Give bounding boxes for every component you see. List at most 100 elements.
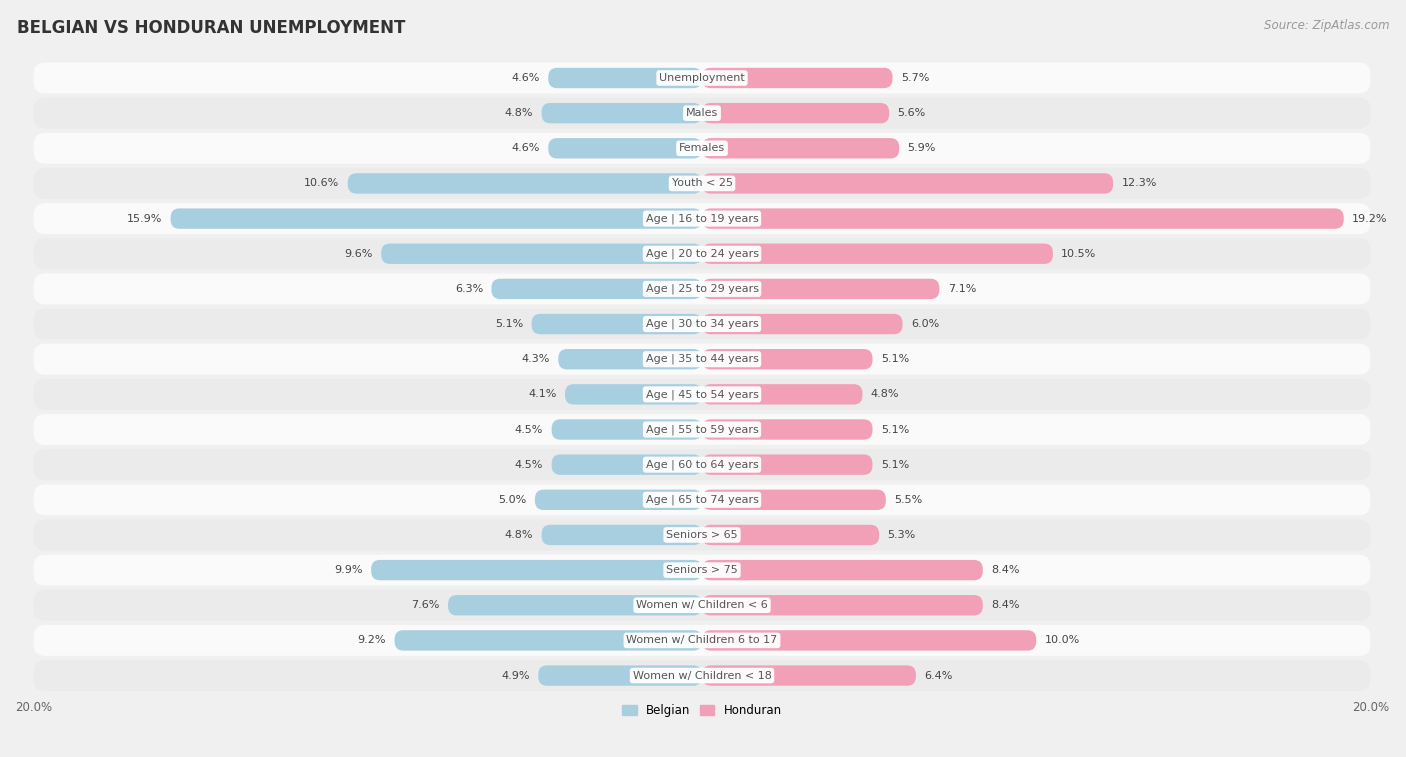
Text: 5.1%: 5.1% xyxy=(495,319,523,329)
FancyBboxPatch shape xyxy=(347,173,702,194)
Text: 5.9%: 5.9% xyxy=(908,143,936,154)
FancyBboxPatch shape xyxy=(702,138,900,158)
Text: 4.9%: 4.9% xyxy=(502,671,530,681)
FancyBboxPatch shape xyxy=(449,595,702,615)
Text: 4.3%: 4.3% xyxy=(522,354,550,364)
Text: Age | 20 to 24 years: Age | 20 to 24 years xyxy=(645,248,758,259)
FancyBboxPatch shape xyxy=(702,279,939,299)
FancyBboxPatch shape xyxy=(541,103,702,123)
FancyBboxPatch shape xyxy=(34,98,1371,129)
Text: Age | 30 to 34 years: Age | 30 to 34 years xyxy=(645,319,758,329)
Text: 10.0%: 10.0% xyxy=(1045,635,1080,646)
Text: 5.1%: 5.1% xyxy=(880,354,910,364)
Text: 9.2%: 9.2% xyxy=(357,635,387,646)
Text: 8.4%: 8.4% xyxy=(991,565,1019,575)
Legend: Belgian, Honduran: Belgian, Honduran xyxy=(617,699,786,722)
FancyBboxPatch shape xyxy=(492,279,702,299)
FancyBboxPatch shape xyxy=(34,590,1371,621)
Text: Age | 25 to 29 years: Age | 25 to 29 years xyxy=(645,284,758,294)
FancyBboxPatch shape xyxy=(381,244,702,264)
FancyBboxPatch shape xyxy=(34,555,1371,586)
Text: Women w/ Children < 18: Women w/ Children < 18 xyxy=(633,671,772,681)
FancyBboxPatch shape xyxy=(34,449,1371,480)
FancyBboxPatch shape xyxy=(702,525,879,545)
Text: Youth < 25: Youth < 25 xyxy=(672,179,733,188)
Text: 5.0%: 5.0% xyxy=(498,495,527,505)
FancyBboxPatch shape xyxy=(371,560,702,581)
Text: Age | 65 to 74 years: Age | 65 to 74 years xyxy=(645,494,758,505)
FancyBboxPatch shape xyxy=(34,273,1371,304)
Text: 5.6%: 5.6% xyxy=(897,108,925,118)
FancyBboxPatch shape xyxy=(34,344,1371,375)
Text: Females: Females xyxy=(679,143,725,154)
FancyBboxPatch shape xyxy=(34,484,1371,516)
FancyBboxPatch shape xyxy=(541,525,702,545)
Text: 15.9%: 15.9% xyxy=(127,213,162,223)
FancyBboxPatch shape xyxy=(534,490,702,510)
FancyBboxPatch shape xyxy=(34,238,1371,269)
FancyBboxPatch shape xyxy=(702,384,862,404)
Text: 5.7%: 5.7% xyxy=(901,73,929,83)
Text: 9.6%: 9.6% xyxy=(344,249,373,259)
Text: Age | 45 to 54 years: Age | 45 to 54 years xyxy=(645,389,758,400)
FancyBboxPatch shape xyxy=(34,660,1371,691)
FancyBboxPatch shape xyxy=(702,314,903,335)
FancyBboxPatch shape xyxy=(531,314,702,335)
Text: 4.8%: 4.8% xyxy=(870,389,900,400)
FancyBboxPatch shape xyxy=(548,138,702,158)
Text: Age | 55 to 59 years: Age | 55 to 59 years xyxy=(645,424,758,435)
FancyBboxPatch shape xyxy=(702,103,889,123)
FancyBboxPatch shape xyxy=(551,454,702,475)
Text: Seniors > 65: Seniors > 65 xyxy=(666,530,738,540)
FancyBboxPatch shape xyxy=(34,63,1371,93)
FancyBboxPatch shape xyxy=(34,625,1371,656)
Text: BELGIAN VS HONDURAN UNEMPLOYMENT: BELGIAN VS HONDURAN UNEMPLOYMENT xyxy=(17,19,405,37)
FancyBboxPatch shape xyxy=(702,454,873,475)
Text: Women w/ Children < 6: Women w/ Children < 6 xyxy=(636,600,768,610)
Text: 9.9%: 9.9% xyxy=(335,565,363,575)
FancyBboxPatch shape xyxy=(565,384,702,404)
Text: 6.3%: 6.3% xyxy=(456,284,484,294)
Text: 5.1%: 5.1% xyxy=(880,459,910,469)
FancyBboxPatch shape xyxy=(702,419,873,440)
Text: 19.2%: 19.2% xyxy=(1353,213,1388,223)
FancyBboxPatch shape xyxy=(34,168,1371,199)
FancyBboxPatch shape xyxy=(34,519,1371,550)
FancyBboxPatch shape xyxy=(395,631,702,650)
Text: 4.6%: 4.6% xyxy=(512,143,540,154)
Text: 4.8%: 4.8% xyxy=(505,108,533,118)
FancyBboxPatch shape xyxy=(551,419,702,440)
FancyBboxPatch shape xyxy=(548,68,702,88)
Text: Source: ZipAtlas.com: Source: ZipAtlas.com xyxy=(1264,19,1389,32)
FancyBboxPatch shape xyxy=(702,349,873,369)
FancyBboxPatch shape xyxy=(702,665,915,686)
Text: 4.5%: 4.5% xyxy=(515,425,543,435)
Text: Males: Males xyxy=(686,108,718,118)
Text: Unemployment: Unemployment xyxy=(659,73,745,83)
Text: 8.4%: 8.4% xyxy=(991,600,1019,610)
FancyBboxPatch shape xyxy=(702,244,1053,264)
Text: 7.1%: 7.1% xyxy=(948,284,976,294)
FancyBboxPatch shape xyxy=(702,631,1036,650)
Text: Age | 16 to 19 years: Age | 16 to 19 years xyxy=(645,213,758,224)
Text: 7.6%: 7.6% xyxy=(412,600,440,610)
Text: 4.8%: 4.8% xyxy=(505,530,533,540)
Text: 5.3%: 5.3% xyxy=(887,530,915,540)
Text: 5.1%: 5.1% xyxy=(880,425,910,435)
Text: 10.5%: 10.5% xyxy=(1062,249,1097,259)
FancyBboxPatch shape xyxy=(702,208,1344,229)
FancyBboxPatch shape xyxy=(538,665,702,686)
Text: Age | 60 to 64 years: Age | 60 to 64 years xyxy=(645,459,758,470)
FancyBboxPatch shape xyxy=(702,68,893,88)
Text: 4.1%: 4.1% xyxy=(529,389,557,400)
Text: 6.0%: 6.0% xyxy=(911,319,939,329)
FancyBboxPatch shape xyxy=(702,490,886,510)
Text: Seniors > 75: Seniors > 75 xyxy=(666,565,738,575)
Text: 4.5%: 4.5% xyxy=(515,459,543,469)
FancyBboxPatch shape xyxy=(702,595,983,615)
FancyBboxPatch shape xyxy=(702,560,983,581)
FancyBboxPatch shape xyxy=(34,414,1371,445)
FancyBboxPatch shape xyxy=(702,173,1114,194)
Text: 6.4%: 6.4% xyxy=(924,671,953,681)
Text: 12.3%: 12.3% xyxy=(1122,179,1157,188)
